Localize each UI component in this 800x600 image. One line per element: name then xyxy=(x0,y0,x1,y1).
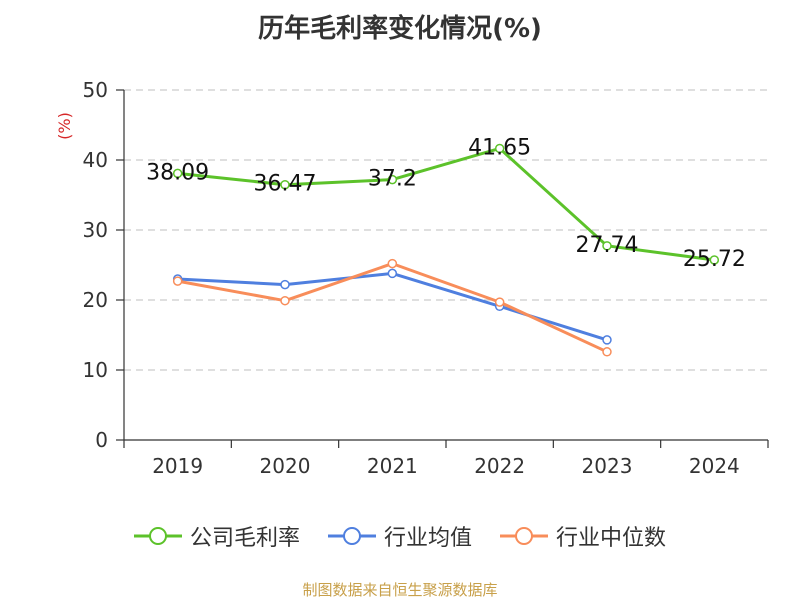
chart-title: 历年毛利率变化情况(%) xyxy=(258,14,542,44)
x-tick-label-2023: 2023 xyxy=(582,454,633,478)
x-tick-label-2022: 2022 xyxy=(474,454,525,478)
point-2-2019 xyxy=(172,276,183,286)
point-0-2020 xyxy=(280,179,290,190)
legend-swatch-icon xyxy=(327,527,376,545)
legend-swatch-marker xyxy=(342,527,361,545)
point-1-2020 xyxy=(280,279,290,290)
series xyxy=(172,143,720,357)
point-0-2023 xyxy=(602,241,612,251)
point-2-2022 xyxy=(494,297,505,307)
y-tick-label-20: 20 xyxy=(83,288,108,312)
source-note: 制图数据来自恒生聚源数据库 xyxy=(302,581,498,599)
legend-swatch-marker xyxy=(515,527,533,545)
point-1-2023 xyxy=(602,335,612,345)
point-2-2021 xyxy=(387,258,398,269)
legend-swatch-icon xyxy=(500,527,548,545)
data-label-0-2021: 37.2 xyxy=(368,167,417,192)
data-label-0-2024: 25.72 xyxy=(683,247,746,272)
legend-item-0[interactable]: 公司毛利率 xyxy=(133,520,300,552)
legend-label: 公司毛利率 xyxy=(189,526,300,551)
data-labels: 38.09 36.47 37.2 41.65 27.74 25.72 xyxy=(146,135,746,272)
x-tick-label-2020: 2020 xyxy=(260,454,311,478)
legend-label: 行业均值 xyxy=(383,526,472,551)
point-1-2021 xyxy=(387,268,398,279)
y-tick-label-40: 40 xyxy=(83,148,108,172)
legend-label: 行业中位数 xyxy=(556,526,667,551)
series-line-0 xyxy=(177,146,715,262)
point-0-2019 xyxy=(172,168,183,179)
point-2-2020 xyxy=(280,295,290,306)
data-label-0-2022: 41.65 xyxy=(468,135,531,160)
data-label-0-2020: 36.47 xyxy=(254,172,317,197)
y-tick-label-30: 30 xyxy=(83,218,108,242)
y-tick-label-50: 50 xyxy=(83,78,108,102)
legend-item-1[interactable]: 行业均值 xyxy=(327,520,472,552)
x-tick-label-2024: 2024 xyxy=(689,454,740,478)
legend-swatch-marker xyxy=(148,527,167,545)
legend-swatch-icon xyxy=(133,527,182,545)
series-line-1 xyxy=(177,271,608,342)
legend-item-2[interactable]: 行业中位数 xyxy=(500,520,666,552)
axes: 0 10 20 30 40 50 (%) 2019 2020 2021 2022 2023 2024 xyxy=(55,78,769,478)
point-0-2022 xyxy=(494,143,505,154)
point-2-2023 xyxy=(602,347,612,357)
point-0-2021 xyxy=(387,174,398,185)
grid-lines xyxy=(124,89,768,371)
legend: 公司毛利率 行业均值 行业中位数 xyxy=(0,520,800,552)
data-label-0-2023: 27.74 xyxy=(576,233,639,258)
x-tick-label-2019: 2019 xyxy=(152,454,203,478)
y-tick-label-0: 0 xyxy=(95,428,108,452)
y-tick-label-10: 10 xyxy=(83,358,108,382)
point-0-2024 xyxy=(709,255,720,265)
data-label-0-2019: 38.09 xyxy=(146,160,209,185)
x-tick-label-2021: 2021 xyxy=(367,454,418,478)
y-axis-unit: (%) xyxy=(55,112,74,140)
